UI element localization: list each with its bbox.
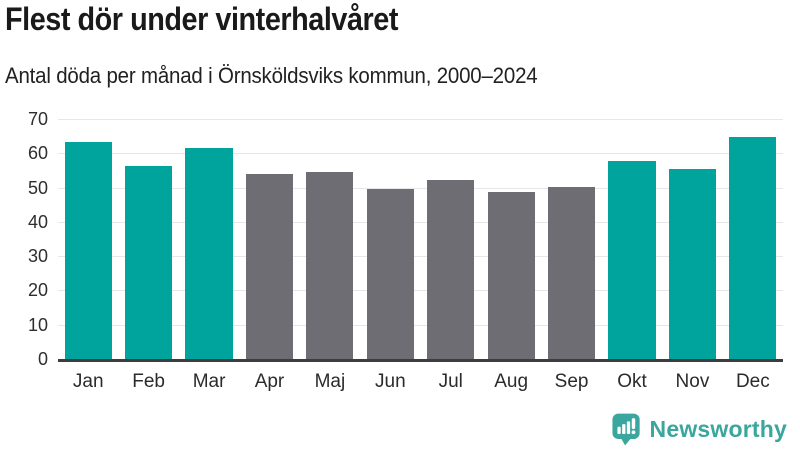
x-tick-label: Mar — [192, 371, 226, 392]
x-tick-label: Okt — [617, 371, 647, 392]
x-tick-label: Jul — [438, 371, 463, 392]
gridline — [58, 119, 783, 120]
bar-slot — [179, 119, 239, 359]
x-tick-label: Nov — [675, 371, 710, 392]
brand-logo: Newsworthy — [611, 413, 787, 446]
y-tick-label: 50 — [27, 177, 48, 198]
gridline — [58, 187, 783, 189]
x-tick-label: Maj — [314, 371, 346, 392]
x-tick-label: Feb — [132, 371, 165, 392]
bar-jul — [427, 180, 475, 359]
bar-jan — [64, 141, 112, 359]
bar-slot — [421, 119, 481, 359]
y-tick-label: 0 — [37, 349, 48, 369]
page-title: Flest dör under vinterhalvåret — [5, 1, 399, 37]
gridline — [58, 221, 783, 223]
y-tick-label: 40 — [27, 211, 48, 232]
gridline — [58, 324, 783, 326]
bar-slot — [723, 119, 783, 359]
x-tick-label: Aug — [494, 371, 529, 392]
x-tick-label: Sep — [554, 371, 589, 392]
y-tick-label: 30 — [27, 246, 48, 267]
bar-nov — [668, 169, 716, 359]
y-tick-label: 70 — [27, 109, 48, 129]
bar-aug — [487, 191, 535, 359]
gridline — [58, 290, 783, 292]
bar-chart: 0 10 20 30 40 50 60 70 Jan Feb Mar Apr Maj Jun Jul Aug… — [0, 109, 800, 419]
bar-maj — [306, 172, 354, 359]
y-tick-label: 60 — [27, 143, 48, 164]
gridline — [58, 153, 783, 155]
gridline — [58, 256, 783, 258]
page-subtitle: Antal döda per månad i Örnsköldsviks kom… — [5, 63, 538, 88]
bars — [58, 119, 783, 359]
bar-feb — [125, 165, 173, 359]
y-tick-label: 10 — [27, 314, 48, 335]
y-tick-label: 20 — [27, 280, 48, 301]
bar-okt — [608, 160, 656, 359]
brand-name: Newsworthy — [649, 416, 787, 442]
x-tick-label: Jan — [72, 371, 104, 392]
x-tick-label: Dec — [735, 371, 770, 392]
bar-dec — [729, 136, 777, 359]
bar-sep — [548, 186, 596, 359]
bar-jun — [366, 189, 414, 359]
bar-slot — [602, 119, 662, 359]
bar-apr — [245, 174, 294, 359]
bar-slot — [481, 119, 541, 359]
bar-chart-speech-bubble-icon — [611, 413, 640, 446]
bar-slot — [58, 119, 118, 359]
x-tick-label: Jun — [375, 371, 406, 392]
y-axis: 0 10 20 30 40 50 60 70 — [0, 109, 48, 369]
bar-slot — [541, 119, 601, 359]
bar-slot — [239, 119, 299, 359]
bar-slot — [360, 119, 420, 359]
x-tick-label: Apr — [254, 371, 285, 392]
bar-mar — [185, 148, 233, 359]
x-axis: Jan Feb Mar Apr Maj Jun Jul Aug Sep Okt Nov Dec — [58, 371, 783, 393]
bar-slot — [118, 119, 178, 359]
plot-area — [58, 119, 783, 362]
bar-slot — [300, 119, 360, 359]
bar-slot — [662, 119, 722, 359]
